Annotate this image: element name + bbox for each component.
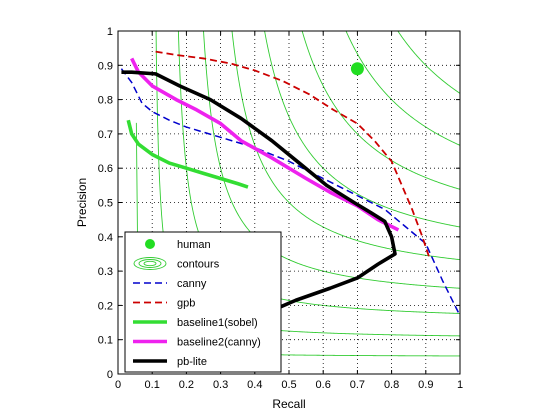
- series-canny: [120, 68, 460, 317]
- contour-line-7: [301, 31, 460, 190]
- series-gpb: [155, 50, 431, 258]
- legend-contour-ring: [143, 260, 157, 267]
- legend-label-contours: contours: [177, 259, 220, 271]
- series-baseline1-sobel: [126, 119, 249, 189]
- series-line-canny: [120, 68, 460, 317]
- legend-entry-baseline1-sobel: baseline1(sobel): [133, 317, 258, 329]
- contour-line-5: [231, 31, 460, 261]
- x-tick-label: 0.7: [350, 379, 365, 391]
- legend-contour-ring: [133, 257, 167, 270]
- legend-entry-gpb: gpb: [133, 298, 195, 310]
- legend-contour-ring: [138, 259, 162, 268]
- y-axis-label: Precision: [75, 178, 89, 227]
- y-tick-label: 0.9: [98, 60, 113, 72]
- y-tick-label: 0.4: [98, 232, 113, 244]
- legend-entry-pb-lite: pb-lite: [133, 356, 207, 368]
- y-tick-label: 0.1: [98, 335, 113, 347]
- legend-swatch-contours: [133, 257, 167, 270]
- legend-entry-canny: canny: [133, 278, 207, 290]
- y-tick-label: 0.7: [98, 129, 113, 141]
- y-tick-label: 0.5: [98, 198, 113, 210]
- legend-label-canny: canny: [177, 278, 207, 290]
- series-layer: [120, 50, 460, 321]
- x-tick-label: 0.3: [213, 379, 228, 391]
- contour-line-8: [345, 31, 460, 146]
- series-line-gpb: [155, 50, 431, 258]
- x-tick-label: 0: [115, 379, 121, 391]
- legend-entry-human: human: [145, 239, 211, 251]
- contour-line-6: [264, 31, 460, 228]
- x-tick-label: 1: [457, 379, 463, 391]
- x-axis-label: Recall: [272, 397, 305, 411]
- legend-label-human: human: [177, 239, 211, 251]
- y-tick-label: 0.8: [98, 95, 113, 107]
- y-tick-label: 0.2: [98, 300, 113, 312]
- legend-label-pb-lite: pb-lite: [177, 356, 207, 368]
- x-tick-label: 0.6: [316, 379, 331, 391]
- legend-entry-contours: contours: [133, 257, 220, 271]
- contour-line-9: [397, 31, 460, 94]
- y-tick-label: 0.6: [98, 163, 113, 175]
- x-tick-label: 0.9: [418, 379, 433, 391]
- series-pb-lite: [121, 70, 397, 321]
- y-tick-label: 0: [107, 369, 113, 381]
- legend-label-baseline1-sobel: baseline1(sobel): [177, 317, 258, 329]
- legend-swatch-human: [145, 239, 155, 249]
- data-point-human: [350, 62, 364, 76]
- x-tick-label: 0.2: [179, 379, 194, 391]
- x-tick-label: 0.5: [281, 379, 296, 391]
- y-tick-label: 1: [107, 26, 113, 38]
- x-tick-label: 0.8: [384, 379, 399, 391]
- axis-ticks: 0 0.1 0.2 0.3 0.4 0.5 0.6 0.7 0.8 0.9 1 0 0.1 0.2 0.3 0…: [98, 26, 463, 391]
- x-tick-label: 0.4: [247, 379, 262, 391]
- legend-label-gpb: gpb: [177, 298, 195, 310]
- contour-line-4: [203, 31, 460, 289]
- series-line-baseline1-sobel: [126, 119, 249, 189]
- series-line-pb-lite: [121, 70, 397, 321]
- legend-entry-baseline2-canny: baseline2(canny): [133, 337, 261, 349]
- legend: human contours canny gpb baseline1(sobel) bas…: [124, 231, 282, 373]
- x-tick-label: 0.1: [145, 379, 160, 391]
- legend-label-baseline2-canny: baseline2(canny): [177, 337, 261, 349]
- y-tick-label: 0.3: [98, 266, 113, 278]
